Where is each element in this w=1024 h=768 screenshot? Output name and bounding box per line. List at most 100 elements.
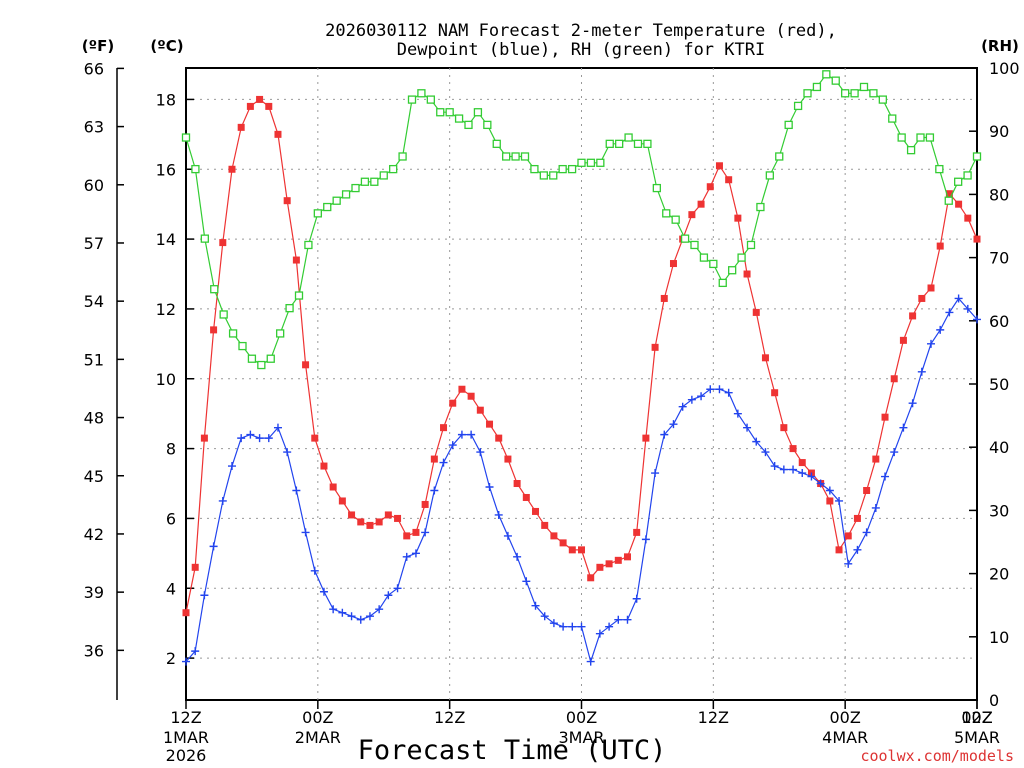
temperature-point	[228, 165, 236, 173]
series-dewpoint	[182, 294, 981, 666]
dewpoint-point	[430, 486, 439, 495]
fahrenheit-tick-label: 45	[84, 467, 104, 486]
temperature-point	[890, 375, 898, 383]
chart-title-line2: Dewpoint (blue), RH (green) for KTRI	[397, 40, 765, 60]
temperature-point	[486, 420, 494, 428]
fahrenheit-unit-label: (ºF)	[82, 37, 114, 55]
rh-point	[624, 133, 633, 142]
dewpoint-point	[945, 308, 954, 317]
temperature-point	[835, 546, 843, 554]
rh-point	[549, 171, 558, 180]
dewpoint-point	[743, 423, 752, 432]
dewpoint-point	[411, 549, 420, 558]
dewpoint-point	[467, 430, 476, 439]
temperature-point	[936, 242, 944, 250]
rh-point	[323, 202, 332, 212]
temperature-point	[715, 162, 723, 170]
dewpoint-point	[301, 528, 310, 537]
dewpoint-point	[191, 647, 200, 656]
rh-point	[426, 95, 435, 104]
rh-point	[633, 139, 643, 148]
rh-point	[586, 158, 596, 167]
rh-point	[200, 234, 209, 243]
dewpoint-point	[632, 594, 641, 603]
dewpoint-point	[237, 434, 246, 443]
rh-point	[841, 89, 850, 98]
temperature-point	[440, 424, 448, 432]
rh-point	[699, 253, 709, 262]
temperature-point	[706, 183, 714, 191]
dewpoint-point	[899, 423, 908, 432]
rh-point	[520, 152, 530, 161]
dewpoint-point	[687, 395, 696, 404]
dewpoint-point	[292, 486, 301, 495]
date-tick-label: 5MAR	[954, 728, 1000, 747]
dewpoint-point	[844, 559, 853, 568]
time-tick-label: 12Z	[698, 708, 729, 727]
rh-point	[483, 120, 492, 130]
rh-point	[285, 304, 294, 313]
rh-point	[605, 139, 614, 148]
dewpoint-point	[448, 441, 457, 450]
temperature-point	[578, 546, 585, 554]
dewpoint-point	[209, 542, 218, 551]
temperature-point	[752, 308, 760, 316]
temperature-point	[761, 354, 769, 362]
dewpoint-point	[623, 615, 632, 624]
axis-layer: 2 4 6 8 10 12 14 16 18 36 39 42 45 48 51 54 57 60 63 66 0 10 2…	[84, 59, 1020, 765]
rh-tick-label: 70	[989, 249, 1009, 268]
temperature-point	[421, 500, 429, 508]
temperature-point	[458, 385, 466, 393]
temperature-point	[200, 434, 208, 442]
rh-point	[765, 171, 774, 180]
rh-point	[803, 89, 812, 98]
time-tick-label: 12Z	[170, 708, 201, 727]
rh-point	[530, 164, 539, 174]
rh-unit-label: (RH)	[981, 37, 1019, 55]
rh-point	[718, 278, 727, 288]
rh-point	[925, 133, 935, 142]
dewpoint-point	[273, 423, 282, 432]
temperature-point	[964, 214, 972, 222]
temperature-point	[292, 256, 300, 264]
rh-point	[276, 329, 285, 338]
temperature-point	[338, 497, 346, 505]
celsius-unit-label: (ºC)	[150, 37, 183, 55]
dewpoint-point	[954, 294, 963, 303]
rh-point	[191, 164, 200, 174]
rh-point	[916, 133, 925, 142]
time-tick-label: 12Z	[434, 708, 465, 727]
temperature-point	[853, 514, 861, 522]
temperature-point	[780, 424, 788, 432]
rh-tick-label: 20	[989, 565, 1009, 584]
year-tick-label: 2026	[166, 746, 207, 765]
dewpoint-point	[319, 587, 328, 596]
credit-text: coolwx.com/models	[860, 747, 1014, 765]
dewpoint-point	[540, 612, 549, 621]
dewpoint-point	[807, 472, 816, 481]
temperature-point	[403, 532, 411, 540]
dewpoint-point	[559, 622, 568, 631]
rh-tick-label: 10	[989, 628, 1009, 647]
fahrenheit-tick-label: 66	[84, 59, 104, 78]
dewpoint-point	[568, 622, 577, 631]
rh-point	[690, 240, 699, 250]
date-tick-label: 2MAR	[295, 728, 341, 747]
fahrenheit-tick-label: 54	[84, 292, 104, 311]
fahrenheit-tick-label: 36	[84, 641, 104, 660]
rh-tick-label: 50	[989, 375, 1009, 394]
fahrenheit-tick-label: 63	[84, 118, 104, 137]
temperature-point	[246, 102, 254, 110]
celsius-tick-label: 16	[156, 160, 176, 179]
fahrenheit-tick-label: 39	[84, 583, 104, 602]
dewpoint-point	[881, 472, 890, 481]
dewpoint-point	[595, 629, 604, 638]
dewpoint-point	[890, 448, 899, 457]
rh-point	[454, 114, 464, 123]
dewpoint-point	[329, 605, 338, 614]
fahrenheit-tick-label: 60	[84, 176, 104, 195]
rh-point	[652, 183, 661, 193]
time-tick-label: 00Z	[830, 708, 861, 727]
celsius-tick-label: 8	[166, 440, 176, 459]
rh-point	[464, 120, 473, 130]
